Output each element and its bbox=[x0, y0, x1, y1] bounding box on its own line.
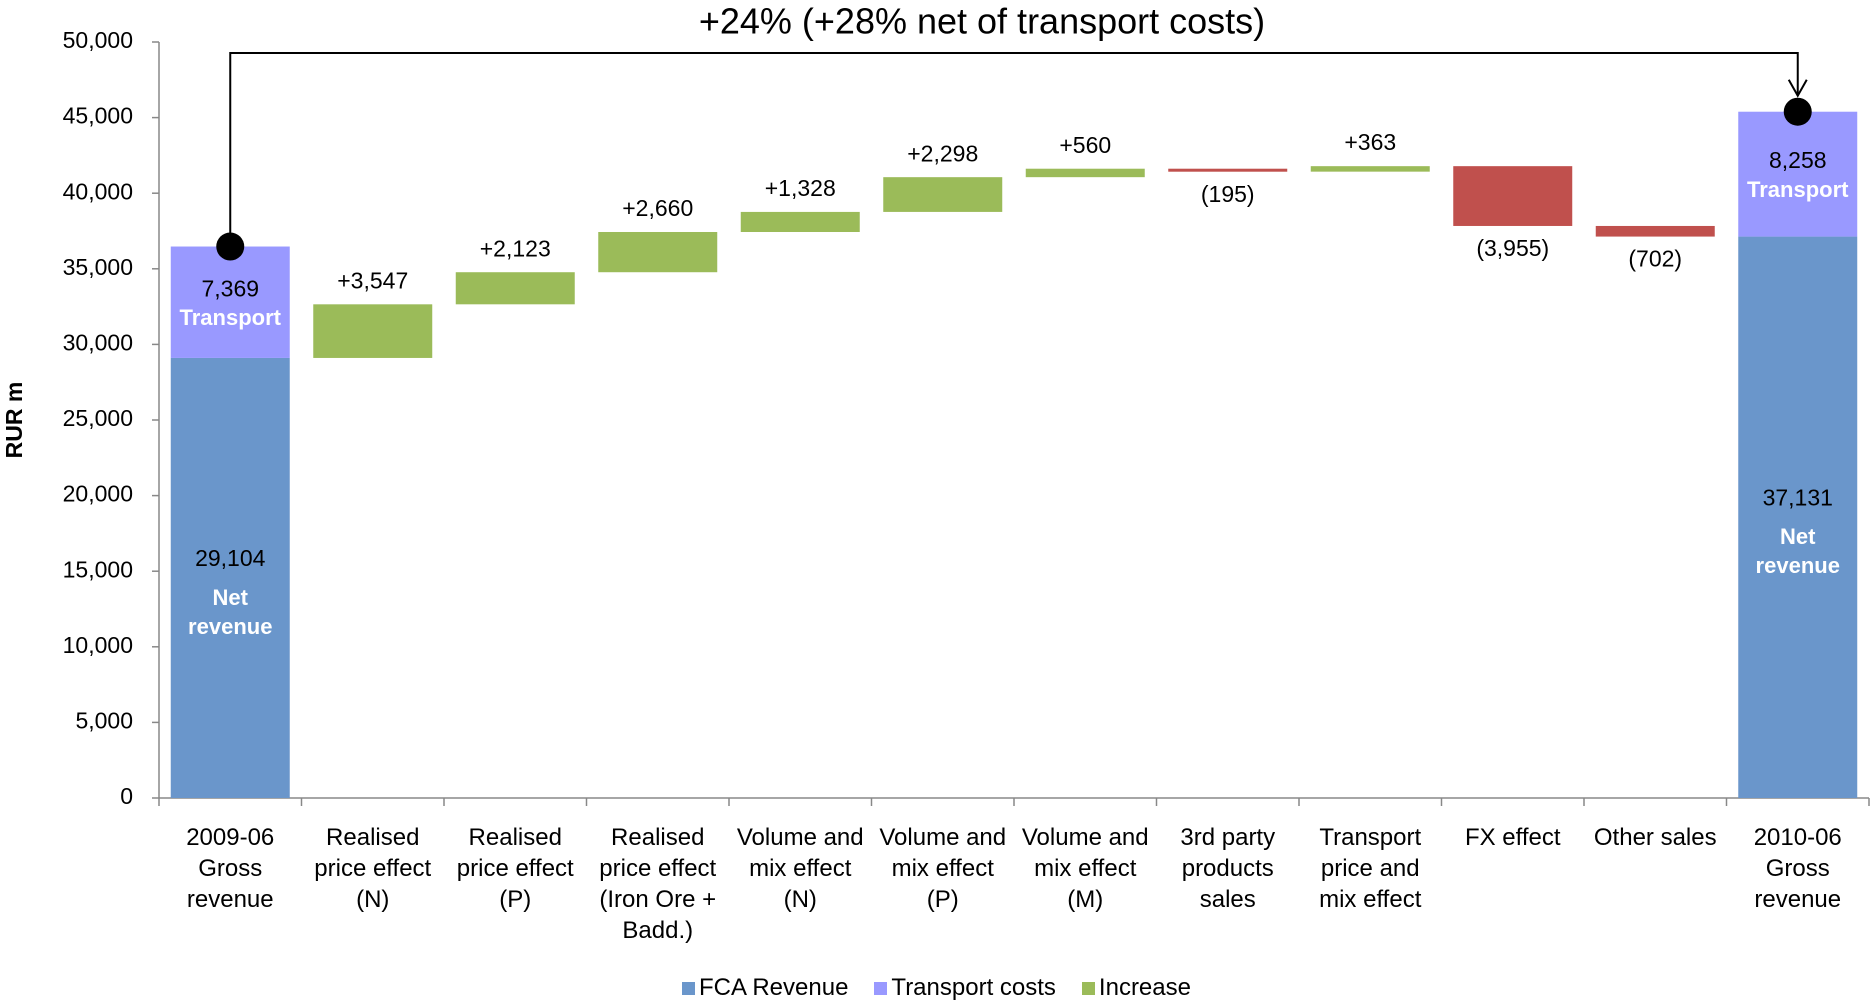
legend-item: Increase bbox=[1081, 974, 1191, 1002]
value-label: +363 bbox=[1344, 129, 1396, 155]
legend-item: FCA Revenue bbox=[682, 974, 848, 1002]
value-label: +3,547 bbox=[337, 267, 408, 293]
bar-decrease bbox=[1168, 168, 1288, 172]
x-tick-label: Realised price effect (N) bbox=[314, 824, 432, 913]
bar-increase bbox=[1025, 168, 1145, 178]
bar-increase bbox=[1310, 166, 1430, 172]
segment-label: Net revenue bbox=[188, 584, 273, 639]
y-tick-label: 10,000 bbox=[63, 632, 133, 658]
x-tick-label: Realised price effect (Iron Ore + Badd.) bbox=[599, 824, 717, 944]
bar-fca bbox=[170, 357, 290, 798]
x-tick-label: FX effect bbox=[1464, 824, 1561, 851]
x-tick-label: 2010-06 Gross revenue bbox=[1753, 824, 1842, 913]
value-label: +560 bbox=[1059, 132, 1111, 158]
value-label: 7,369 bbox=[201, 275, 259, 301]
value-label: +1,328 bbox=[765, 175, 836, 201]
bar-increase bbox=[740, 211, 860, 232]
y-tick-label: 30,000 bbox=[63, 329, 133, 355]
legend-swatch bbox=[1081, 981, 1095, 995]
legend-label: Increase bbox=[1098, 974, 1191, 1001]
legend-label: FCA Revenue bbox=[699, 974, 849, 1001]
y-tick-label: 25,000 bbox=[63, 405, 133, 431]
bar-transport bbox=[1738, 111, 1858, 237]
value-label: 37,131 bbox=[1763, 484, 1833, 510]
bar-increase bbox=[313, 304, 433, 358]
x-tick-label: Other sales bbox=[1593, 824, 1717, 851]
legend-swatch bbox=[682, 981, 695, 995]
value-label: +2,123 bbox=[480, 235, 551, 261]
dot bbox=[1783, 97, 1812, 126]
y-tick-label: 40,000 bbox=[63, 178, 133, 204]
connector bbox=[229, 52, 1799, 247]
y-tick-label: 15,000 bbox=[63, 556, 133, 582]
y-tick-label: 0 bbox=[120, 783, 133, 809]
bar-decrease bbox=[1595, 225, 1715, 237]
bar-transport bbox=[170, 246, 290, 358]
segment-label: Net revenue bbox=[1755, 524, 1840, 579]
chart-title: +24% (+28% net of transport costs) bbox=[699, 1, 1265, 42]
value-label: 29,104 bbox=[195, 545, 266, 571]
bar-increase bbox=[598, 231, 718, 273]
y-axis-label: RUR m bbox=[1, 382, 27, 459]
segment-label: Transport bbox=[180, 305, 282, 330]
dot bbox=[216, 232, 245, 261]
x-tick-label: Transport price and mix effect bbox=[1319, 824, 1422, 913]
arrowhead bbox=[1787, 79, 1808, 98]
y-tick-label: 45,000 bbox=[63, 103, 133, 129]
y-tick-label: 5,000 bbox=[75, 707, 133, 733]
y-tick-label: 20,000 bbox=[63, 481, 133, 507]
legend: FCA Revenue Transport costs Increase bbox=[0, 974, 1873, 1002]
segment-label: Transport bbox=[1747, 177, 1849, 202]
x-tick-label: Realised price effect (P) bbox=[456, 824, 574, 913]
x-tick-label: 3rd party products sales bbox=[1180, 824, 1276, 913]
x-tick-label: Volume and mix effect (N) bbox=[736, 824, 864, 913]
value-label: (3,955) bbox=[1476, 235, 1549, 261]
x-tick-label: Volume and mix effect (M) bbox=[1021, 824, 1149, 913]
value-label: 8,258 bbox=[1769, 147, 1827, 173]
value-label: +2,660 bbox=[622, 195, 693, 221]
bar-decrease bbox=[1453, 166, 1573, 226]
legend-item: Transport costs bbox=[874, 974, 1056, 1002]
y-tick-label: 35,000 bbox=[63, 254, 133, 280]
x-tick-label: Volume and mix effect (P) bbox=[879, 824, 1007, 913]
x-tick-label: 2009-06 Gross revenue bbox=[186, 824, 275, 913]
bar-increase bbox=[883, 177, 1003, 212]
value-label: (195) bbox=[1201, 181, 1255, 207]
y-tick-label: 50,000 bbox=[63, 27, 133, 53]
legend-swatch bbox=[874, 981, 888, 995]
value-label: +2,298 bbox=[907, 140, 978, 166]
legend-label: Transport costs bbox=[891, 974, 1056, 1001]
bar-fca bbox=[1738, 236, 1858, 798]
bar-increase bbox=[455, 272, 575, 305]
value-label: (702) bbox=[1628, 246, 1682, 272]
